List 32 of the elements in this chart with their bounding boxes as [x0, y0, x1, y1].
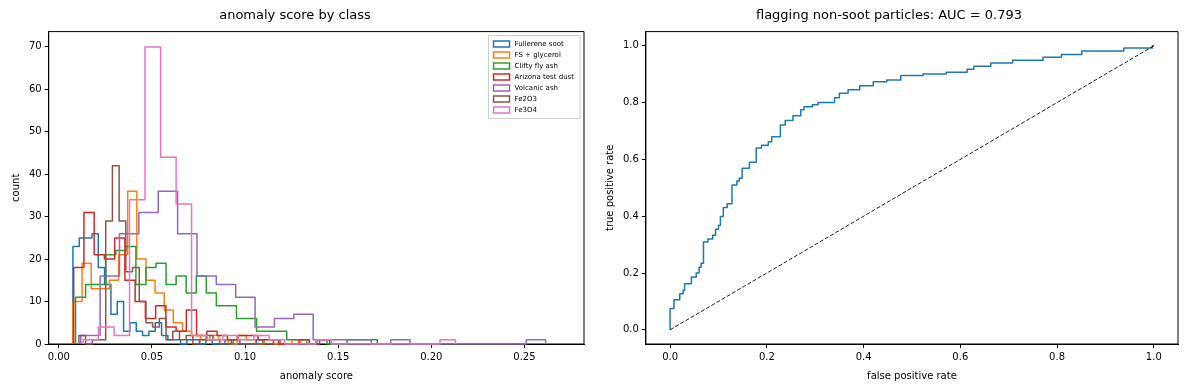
x-axis-title: anomaly score	[279, 369, 353, 381]
y-tick-label: 60	[28, 82, 42, 94]
x-tick-label: 0.4	[855, 350, 872, 362]
x-tick-label: 0.05	[140, 350, 164, 362]
y-tick-label: 10	[28, 295, 42, 307]
y-tick-label: 0	[35, 337, 42, 349]
x-tick-label: 0.15	[327, 350, 350, 362]
y-tick-label: 0.4	[623, 209, 639, 221]
x-tick-label: 0.8	[1049, 350, 1066, 362]
chart-title: flagging non-soot particles: AUC = 0.793	[755, 7, 1023, 23]
x-axis-title: false positive rate	[867, 369, 957, 381]
x-tick-label: 0.25	[513, 350, 536, 362]
y-tick-label: 1.0	[623, 39, 639, 51]
y-tick-label: 70	[28, 40, 42, 52]
x-tick-label: 0.20	[420, 350, 443, 362]
y-tick-label: 40	[28, 167, 42, 179]
y-tick-label: 50	[28, 125, 42, 137]
y-tick-label: 30	[28, 210, 42, 222]
x-tick-label: 0.2	[758, 350, 775, 362]
x-tick-label: 0.10	[233, 350, 257, 362]
y-tick-label: 0.0	[623, 323, 639, 335]
x-tick-label: 0.0	[662, 350, 679, 362]
x-tick-label: 1.0	[1145, 350, 1162, 362]
y-tick-label: 0.8	[623, 96, 639, 108]
x-tick-label: 0.00	[47, 350, 70, 362]
y-tick-label: 0.2	[623, 266, 639, 278]
y-tick-label: 0.6	[623, 152, 639, 164]
x-tick-label: 0.6	[952, 350, 969, 362]
y-tick-label: 20	[28, 252, 42, 264]
chart-title: anomaly score by class	[219, 7, 372, 23]
y-axis-title: count	[9, 173, 21, 202]
y-axis-title: true positive rate	[603, 144, 615, 232]
